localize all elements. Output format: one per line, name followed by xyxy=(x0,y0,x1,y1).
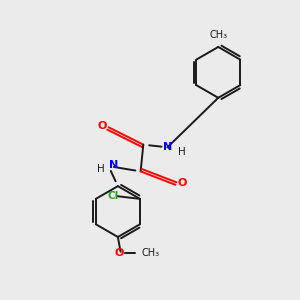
Text: H: H xyxy=(97,164,104,174)
Text: O: O xyxy=(177,178,187,188)
Text: O: O xyxy=(98,121,107,131)
Text: CH₃: CH₃ xyxy=(142,248,160,258)
Text: CH₃: CH₃ xyxy=(209,30,227,40)
Text: N: N xyxy=(109,160,118,170)
Text: O: O xyxy=(115,248,124,258)
Text: N: N xyxy=(163,142,172,152)
Text: Cl: Cl xyxy=(107,190,119,201)
Text: H: H xyxy=(178,147,186,157)
